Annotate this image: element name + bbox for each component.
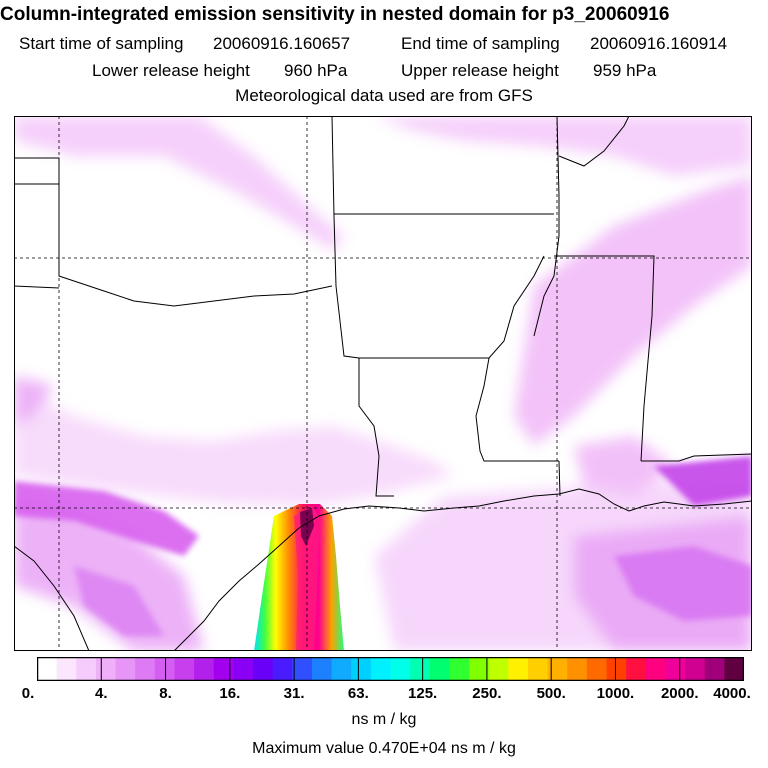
colorbar-frame: [37, 657, 744, 681]
colorbar-swatch: [685, 657, 706, 681]
met-data-note: Meteorological data used are from GFS: [235, 86, 533, 105]
colorbar-swatch: [665, 657, 686, 681]
colorbar-swatch: [311, 657, 333, 681]
colorbar-tick-label: 63.: [347, 685, 369, 702]
colorbar-swatch: [56, 657, 77, 681]
colorbar-units: ns m / kg: [351, 711, 417, 728]
colorbar-swatch: [390, 657, 411, 681]
colorbar-swatch: [508, 657, 529, 681]
colorbar-swatch: [37, 657, 58, 681]
colorbar-swatch: [233, 657, 254, 681]
maximum-value-note: Maximum value 0.470E+04 ns m / kg: [252, 740, 516, 757]
colorbar-tick-label: 2000.: [660, 685, 699, 702]
colorbar-swatch: [331, 657, 352, 681]
upper-height-label: Upper release height: [401, 61, 559, 80]
map-frame: [14, 116, 752, 651]
colorbar-swatch: [194, 657, 215, 681]
colorbar-swatch: [567, 657, 588, 681]
colorbar-swatch: [292, 657, 313, 681]
lower-height-label: Lower release height: [92, 61, 250, 80]
colorbar-swatch: [547, 657, 568, 681]
colorbar-tick-label: 250.: [472, 685, 502, 702]
colorbar-swatch: [253, 657, 274, 681]
colorbar-swatch: [645, 657, 666, 681]
colorbar-swatch: [469, 657, 490, 681]
colorbar-swatch: [449, 657, 470, 681]
state-borders: [14, 116, 752, 497]
chart-title: Column-integrated emission sensitivity i…: [0, 4, 670, 25]
colorbar-swatch: [527, 657, 549, 681]
colorbar-tick-label: 4.: [95, 685, 108, 702]
colorbar-swatch: [174, 657, 195, 681]
colorbar-swatch: [115, 657, 136, 681]
colorbar-swatch: [704, 657, 725, 681]
colorbar-swatch: [488, 657, 509, 681]
sensitivity-field-medium: [14, 456, 752, 636]
lower-height-value: 960 hPa: [284, 61, 348, 80]
colorbar-swatch: [213, 657, 234, 681]
start-time-value: 20060916.160657: [213, 34, 351, 53]
colorbar-tick-label: 31.: [283, 685, 305, 702]
colorbar-swatch: [135, 657, 156, 681]
colorbar-tick-label: 500.: [536, 685, 566, 702]
colorbar-swatch: [626, 657, 647, 681]
colorbar-swatch: [429, 657, 450, 681]
colorbar-swatch: [586, 657, 608, 681]
colorbar-tick-label: 16.: [219, 685, 241, 702]
sensitivity-map: [14, 116, 752, 651]
colorbar-swatch: [95, 657, 117, 681]
start-time-label: Start time of sampling: [19, 34, 184, 53]
colorbar-swatch: [76, 657, 97, 681]
colorbar-swatch: [724, 657, 744, 681]
colorbar-tick-label: 8.: [159, 685, 172, 702]
colorbar-tick-label: 1000.: [596, 685, 635, 702]
end-time-value: 20060916.160914: [590, 34, 728, 53]
colorbar: [37, 657, 744, 681]
colorbar-swatch: [154, 657, 175, 681]
end-time-label: End time of sampling: [401, 34, 560, 53]
emission-plume: [254, 504, 344, 651]
upper-height-value: 959 hPa: [593, 61, 657, 80]
colorbar-tick-label: 0.: [21, 685, 35, 702]
colorbar-swatch: [351, 657, 372, 681]
colorbar-swatch: [606, 657, 627, 681]
colorbar-tick-label: 4000.: [713, 685, 751, 702]
colorbar-swatch: [272, 657, 293, 681]
lat-lon-grid: [14, 116, 752, 651]
colorbar-swatch: [410, 657, 431, 681]
colorbar-tick-label: 125.: [408, 685, 438, 702]
colorbar-swatch: [370, 657, 391, 681]
